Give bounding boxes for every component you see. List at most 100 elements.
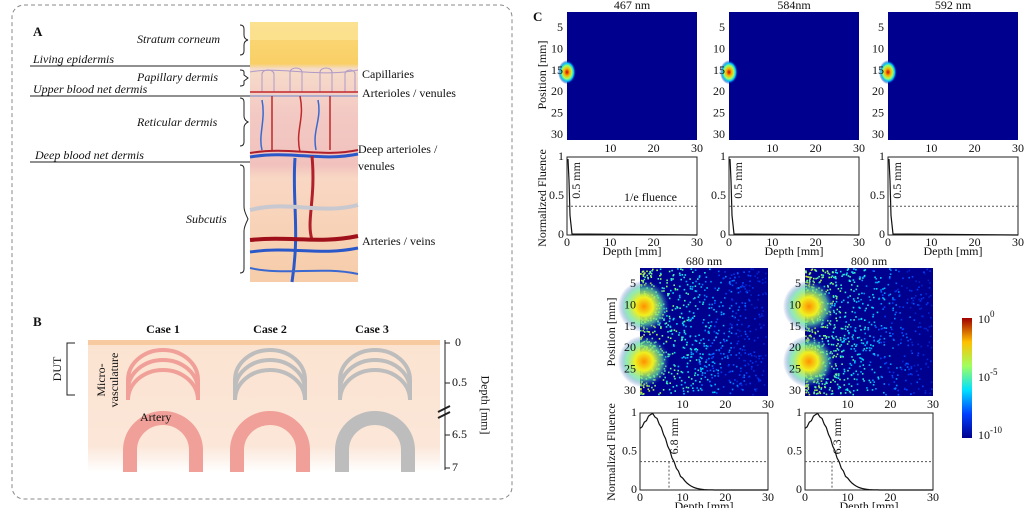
speckle — [739, 348, 742, 350]
x-tick-label: 10 — [766, 235, 778, 249]
speckle — [857, 373, 859, 376]
speckle — [853, 272, 856, 274]
speckle — [882, 297, 884, 299]
speckle — [699, 360, 701, 363]
speckle — [717, 270, 720, 273]
speckle — [659, 268, 662, 271]
speckle — [683, 356, 685, 358]
speckle — [699, 356, 702, 359]
speckle — [917, 374, 919, 376]
speckle — [749, 360, 752, 362]
speckle — [765, 272, 767, 275]
speckle — [672, 386, 675, 388]
speckle — [855, 301, 858, 303]
speckle — [822, 270, 825, 272]
speckle — [763, 343, 765, 345]
speckle — [753, 370, 755, 372]
speckle — [883, 327, 886, 329]
speckle — [690, 378, 693, 380]
speckle — [751, 366, 753, 368]
speckle — [688, 310, 691, 313]
speckle — [850, 364, 853, 366]
speckle — [834, 373, 837, 376]
y-tick-label: 1 — [558, 149, 564, 163]
speckle — [683, 392, 685, 395]
speckle — [686, 365, 688, 368]
speckle — [847, 369, 849, 372]
speckle — [659, 274, 661, 277]
speckle — [760, 315, 763, 317]
speckle — [920, 298, 923, 300]
speckle — [870, 323, 873, 326]
speckle — [835, 350, 837, 352]
speckle — [877, 376, 879, 379]
speckle — [667, 294, 669, 296]
speckle — [762, 310, 764, 312]
speckle — [918, 286, 920, 288]
speckle — [690, 384, 692, 387]
speckle — [652, 268, 654, 271]
speckle — [905, 388, 907, 391]
speckle — [923, 272, 926, 275]
speckle — [680, 379, 683, 382]
speckle — [689, 301, 691, 304]
speckle — [855, 316, 857, 318]
speckle — [758, 313, 760, 316]
speckle — [674, 365, 676, 367]
layer-label: Subcutis — [186, 212, 227, 226]
speckle — [723, 353, 725, 355]
speckle — [867, 328, 870, 331]
speckle — [652, 389, 655, 391]
layer-label: Papillary dermis — [136, 70, 218, 84]
speckle — [842, 327, 844, 330]
y-tick-label: 25 — [713, 105, 725, 119]
speckle — [869, 381, 872, 384]
speckle — [862, 364, 865, 366]
speckle — [704, 272, 706, 274]
speckle — [858, 300, 860, 303]
speckle — [760, 355, 762, 357]
speckle — [701, 384, 703, 386]
speckle — [750, 303, 753, 306]
speckle — [662, 389, 665, 391]
speckle — [851, 356, 853, 358]
colorbar-exponent: -10 — [990, 425, 1002, 435]
speckle — [683, 329, 686, 332]
speckle — [720, 281, 722, 284]
speckle — [805, 275, 807, 278]
speckle — [843, 334, 846, 337]
speckle — [710, 385, 713, 387]
speckle — [923, 271, 925, 273]
x-axis-label: Depth [mm] — [924, 244, 983, 258]
speckle — [678, 334, 680, 336]
speckle — [728, 289, 731, 292]
speckle — [672, 278, 674, 280]
speckle — [827, 272, 829, 274]
speckle — [728, 351, 730, 353]
speckle — [738, 306, 741, 308]
speckle — [898, 295, 901, 297]
speckle — [846, 343, 849, 345]
speckle — [881, 376, 883, 379]
speckle — [703, 342, 705, 345]
map-title: 680 nm — [686, 254, 723, 268]
speckle — [717, 372, 719, 375]
speckle — [747, 274, 750, 277]
y-tick-label: 20 — [624, 340, 636, 354]
speckle — [830, 393, 833, 395]
speckle — [837, 349, 840, 351]
speckle — [833, 276, 835, 279]
speckle — [907, 344, 909, 347]
speckle — [701, 283, 704, 286]
vessel-label: Capillaries — [362, 67, 414, 81]
speckle — [825, 381, 828, 383]
speckle — [758, 280, 761, 283]
speckle — [816, 389, 818, 391]
speckle — [744, 308, 747, 311]
speckle — [743, 286, 746, 288]
speckle — [892, 297, 894, 299]
speckle — [640, 273, 642, 275]
heatmap-spot — [558, 60, 576, 85]
speckle — [841, 350, 843, 353]
speckle — [883, 356, 886, 359]
